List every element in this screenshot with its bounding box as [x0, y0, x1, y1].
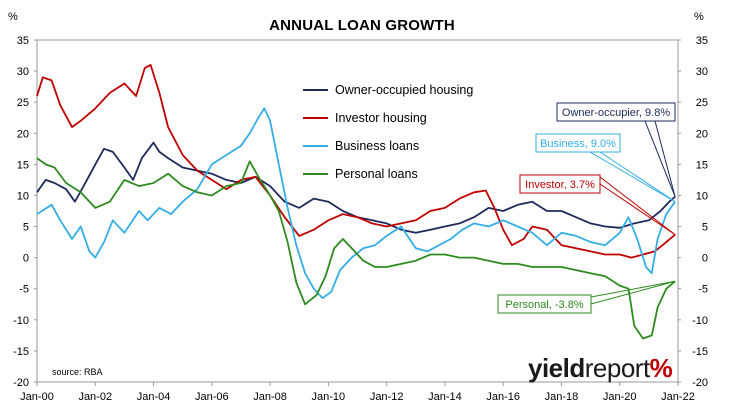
y-tick-label-right: 25: [696, 97, 708, 109]
y-tick-label-left: 5: [23, 222, 29, 234]
y-tick-label-left: -10: [13, 315, 29, 327]
callout-box: [519, 174, 601, 194]
callout-label: Business, 9.0%: [540, 138, 616, 150]
x-tick-label: Jan-06: [195, 391, 229, 403]
y-unit-right: %: [694, 11, 704, 23]
y-tick-label-right: 5: [702, 222, 708, 234]
y-tick-label-right: 30: [696, 66, 708, 78]
legend-item-investor: Investor housing: [303, 111, 427, 125]
x-tick-label: Jan-08: [253, 391, 287, 403]
x-tick-label: Jan-02: [78, 391, 112, 403]
y-tick-label-right: 35: [696, 35, 708, 47]
y-unit-left: %: [8, 11, 18, 23]
x-tick-label: Jan-14: [428, 391, 462, 403]
series-line-business-loans: [36, 107, 676, 299]
chart-title: ANNUAL LOAN GROWTH: [269, 17, 455, 34]
callout-leader: [590, 280, 676, 305]
legend-item-personal: Personal loans: [303, 167, 418, 181]
logo-part-yield: yield: [528, 353, 585, 383]
callout-leader: [599, 176, 676, 236]
callout-leader: [599, 183, 676, 236]
y-tick-label-left: 15: [17, 159, 29, 171]
callout-box: [556, 102, 676, 122]
y-axis-left: 35 30 25 20 15 10 5 0 -5 -10 -15 -20: [13, 35, 37, 389]
series-lines: [36, 64, 676, 340]
y-tick-label-right: -15: [692, 346, 708, 358]
y-axis-right: 35 30 25 20 15 10 5 0 -5 -10 -15 -20: [678, 35, 708, 389]
legend-label-business: Business loans: [335, 139, 419, 153]
y-tick-label-left: 10: [17, 190, 29, 202]
legend-label-investor: Investor housing: [335, 111, 427, 125]
series-line-personal-loans: [36, 157, 676, 340]
callout-label: Investor, 3.7%: [525, 179, 595, 191]
plot-area-border: [36, 39, 679, 383]
x-tick-label: Jan-20: [603, 391, 637, 403]
y-tick-label-right: 0: [702, 253, 708, 265]
logo-text: yieldreport%: [528, 353, 673, 383]
logo-part-percent: %: [650, 353, 673, 383]
legend: Owner-occupied housing Investor housing …: [303, 83, 473, 181]
x-axis: Jan-00 Jan-02 Jan-04 Jan-06 Jan-08 Jan-10 Jan-…: [20, 382, 695, 403]
callout-leader: [590, 280, 676, 298]
callout-label: Personal, -3.8%: [505, 299, 583, 311]
y-tick-label-right: 15: [696, 159, 708, 171]
callout-leader: [589, 151, 676, 203]
source-note: source: RBA: [52, 367, 103, 377]
legend-item-business: Business loans: [303, 139, 419, 153]
y-tick-label-right: 20: [696, 128, 708, 140]
legend-label-owner-occupied: Owner-occupied housing: [335, 83, 473, 97]
y-tick-label-left: 20: [17, 128, 29, 140]
y-tick-label-right: -10: [692, 315, 708, 327]
callout-box: [535, 133, 621, 153]
y-tick-label-right: -20: [692, 377, 708, 389]
logo-part-report: report: [585, 353, 651, 383]
x-tick-label: Jan-18: [545, 391, 579, 403]
y-tick-label-left: 25: [17, 97, 29, 109]
legend-item-owner-occupied: Owner-occupied housing: [303, 83, 473, 97]
x-tick-label: Jan-00: [20, 391, 54, 403]
y-tick-label-left: -15: [13, 346, 29, 358]
callout-label: Owner-occupier, 9.8%: [562, 107, 670, 119]
y-tick-label-left: 0: [23, 253, 29, 265]
series-line-investor-housing: [36, 64, 676, 259]
y-tick-label-left: 35: [17, 35, 29, 47]
x-tick-label: Jan-16: [486, 391, 520, 403]
x-tick-label: Jan-04: [137, 391, 171, 403]
y-tick-label-left: -5: [19, 284, 29, 296]
callout-leader: [599, 151, 676, 203]
callout-leader: [644, 120, 676, 197]
yieldreport-logo: yieldreport%: [528, 353, 673, 383]
callout-box: [497, 294, 592, 314]
x-tick-label: Jan-22: [661, 391, 695, 403]
y-tick-label-left: -20: [13, 377, 29, 389]
series-line-owner-occupied-housing: [36, 141, 676, 234]
callout-leader: [654, 120, 676, 197]
callouts: Owner-occupier, 9.8% Business, 9.0% Invest…: [497, 102, 676, 314]
x-tick-label: Jan-12: [370, 391, 404, 403]
y-tick-label-left: 30: [17, 66, 29, 78]
x-tick-label: Jan-10: [312, 391, 346, 403]
legend-label-personal: Personal loans: [335, 167, 418, 181]
y-tick-label-right: 10: [696, 190, 708, 202]
y-tick-label-right: -5: [698, 284, 708, 296]
